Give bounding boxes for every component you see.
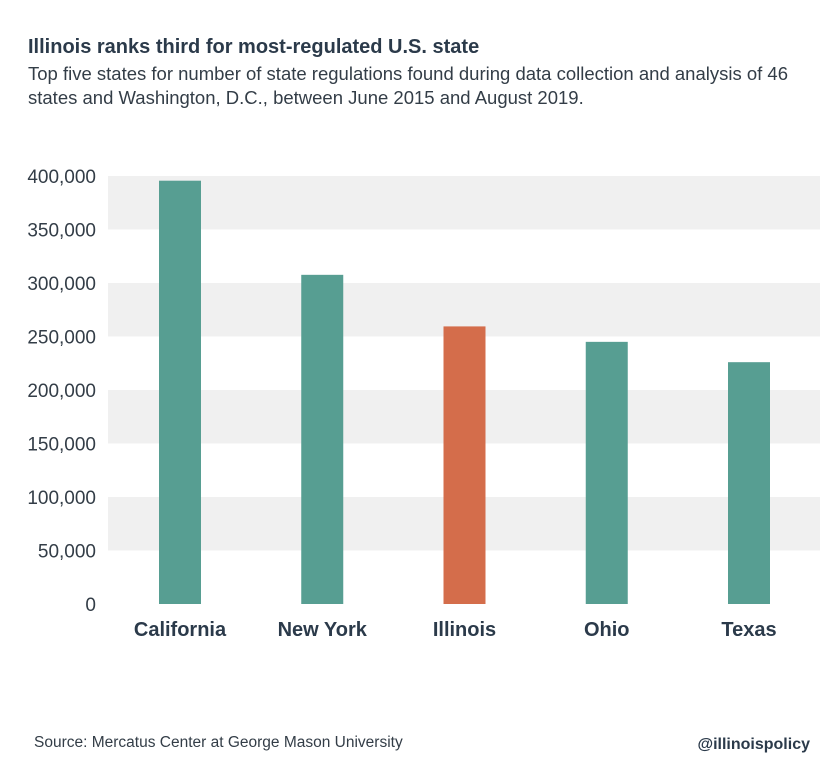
grid-band bbox=[108, 176, 820, 230]
x-axis: California New York Illinois Ohio Texas bbox=[134, 619, 777, 641]
y-tick-label: 250,000 bbox=[27, 328, 96, 349]
social-handle: @illinoispolicy bbox=[697, 736, 810, 753]
y-tick-label: 350,000 bbox=[27, 221, 96, 242]
y-tick-label: 400,000 bbox=[27, 167, 96, 188]
bar-new-york bbox=[301, 274, 344, 604]
bar-illinois bbox=[443, 326, 486, 604]
bar-chart: 0 50,000 100,000 150,000 200,000 250,000 300,0… bbox=[27, 167, 820, 641]
x-tick-label: New York bbox=[278, 619, 368, 641]
bar-california bbox=[159, 180, 201, 604]
x-tick-label: Ohio bbox=[584, 619, 630, 641]
chart-title: Illinois ranks third for most-regulated … bbox=[28, 36, 480, 58]
y-tick-label: 100,000 bbox=[27, 488, 96, 509]
chart-subtitle: Top five states for number of state regu… bbox=[28, 63, 788, 108]
y-axis: 0 50,000 100,000 150,000 200,000 250,000 300,0… bbox=[27, 167, 96, 616]
bar-ohio bbox=[585, 341, 628, 604]
y-tick-label: 300,000 bbox=[27, 274, 96, 295]
x-tick-label: Texas bbox=[721, 619, 776, 641]
bars bbox=[159, 180, 770, 604]
y-tick-label: 150,000 bbox=[27, 435, 96, 456]
source-note: Source: Mercatus Center at George Mason … bbox=[34, 734, 403, 751]
y-tick-label: 200,000 bbox=[27, 381, 96, 402]
y-tick-label: 0 bbox=[85, 595, 96, 616]
x-tick-label: Illinois bbox=[433, 619, 496, 641]
x-tick-label: California bbox=[134, 619, 227, 641]
bar-texas bbox=[728, 362, 770, 604]
y-tick-label: 50,000 bbox=[38, 542, 96, 563]
